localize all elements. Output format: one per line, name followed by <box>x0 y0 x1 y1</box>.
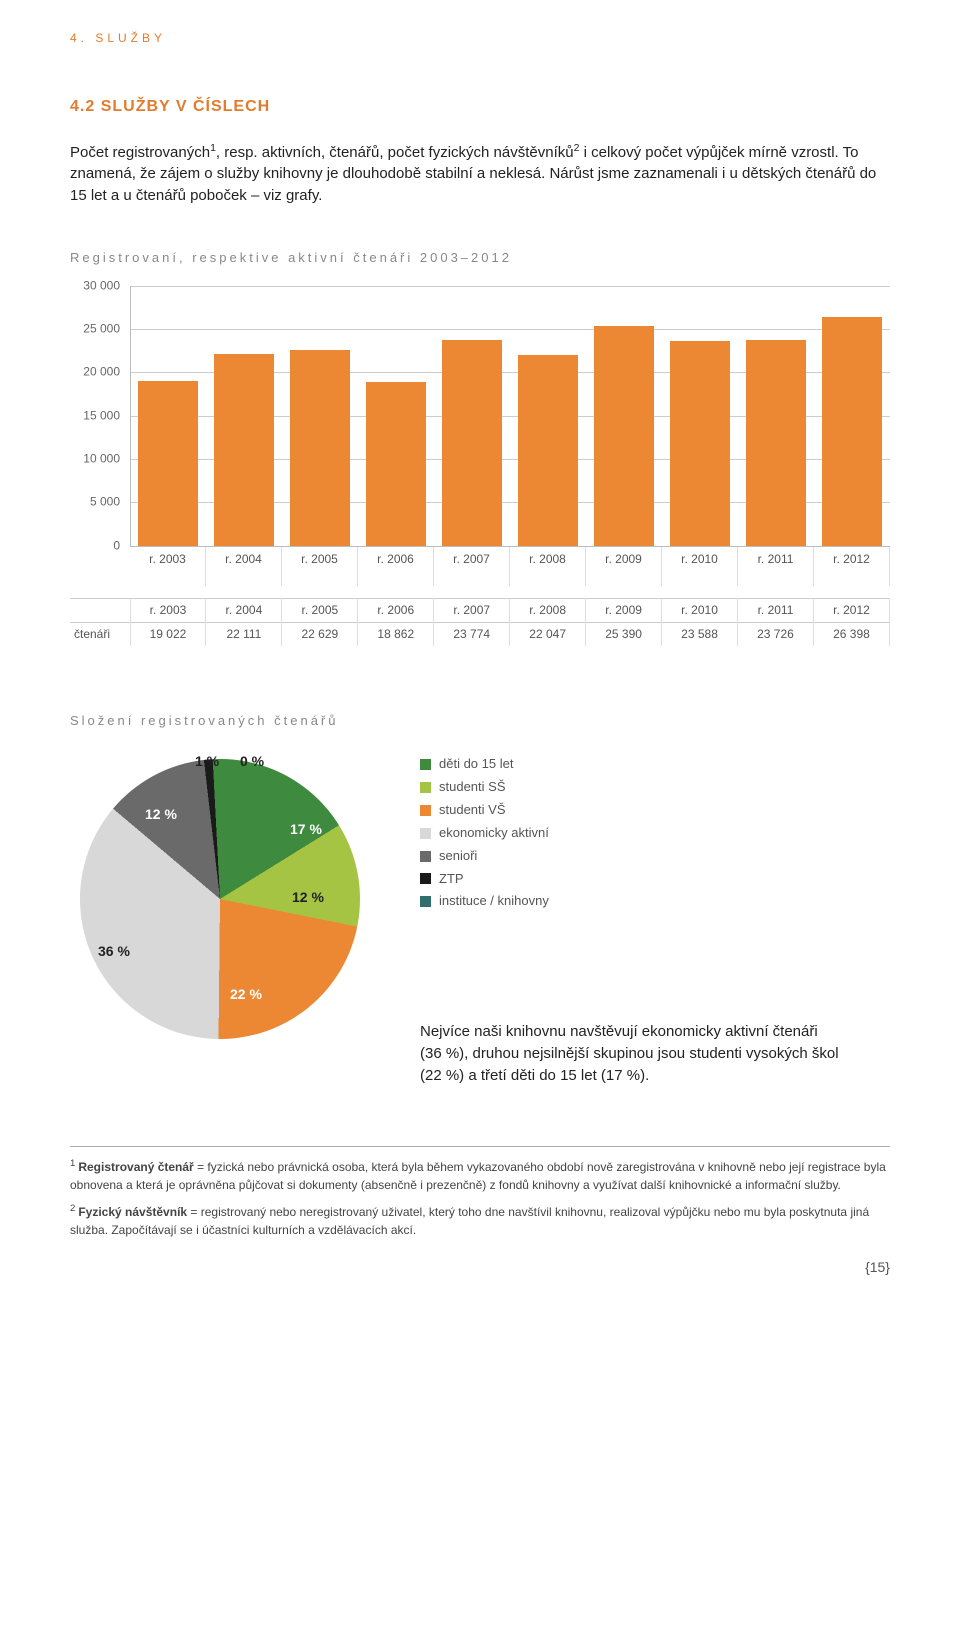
legend-item: ZTP <box>420 870 840 889</box>
section-heading: 4.2 SLUŽBY V ČÍSLECH <box>70 95 890 118</box>
table-cell: 19 022 <box>130 623 206 647</box>
pie-slice-label: 17 % <box>290 819 322 839</box>
legend-swatch <box>420 873 431 884</box>
footnote-term: Registrovaný čtenář <box>78 1160 193 1174</box>
pie-section: 17 % 12 % 22 % 36 % 12 % 1 % 0 % děti do 15 le… <box>70 749 890 1086</box>
bar <box>594 326 653 546</box>
pie-slice-label: 12 % <box>292 887 324 907</box>
table-cell: r. 2005 <box>282 598 358 622</box>
legend-label: děti do 15 let <box>439 755 513 774</box>
x-axis-label: r. 2010 <box>662 547 738 586</box>
footnote-num: 2 <box>70 1203 75 1214</box>
bar-chart-data-table: r. 2003r. 2004r. 2005r. 2006r. 2007r. 20… <box>70 598 890 647</box>
intro-text: , resp. aktivních, čtenářů, počet fyzick… <box>216 144 574 161</box>
bar <box>518 355 577 546</box>
table-cell: r. 2007 <box>434 598 510 622</box>
bar <box>746 340 805 546</box>
legend-label: senioři <box>439 847 477 866</box>
legend-swatch <box>420 828 431 839</box>
table-cell: 23 774 <box>434 623 510 647</box>
legend-swatch <box>420 851 431 862</box>
table-row-label <box>70 598 130 622</box>
bar <box>366 382 425 545</box>
legend-label: ZTP <box>439 870 464 889</box>
page-number: {15} <box>70 1257 890 1277</box>
table-cell: r. 2011 <box>738 598 814 622</box>
table-cell: 22 047 <box>510 623 586 647</box>
bar-chart: 05 00010 00015 00020 00025 00030 000 r. … <box>70 286 890 586</box>
table-row-label: čtenáři <box>70 623 130 647</box>
table-cell: 22 629 <box>282 623 358 647</box>
pie-slice-label: 22 % <box>230 984 262 1004</box>
table-cell: 26 398 <box>813 623 889 647</box>
y-axis-label: 0 <box>70 537 120 554</box>
y-axis-label: 30 000 <box>70 277 120 294</box>
bar <box>138 381 197 546</box>
x-axis-label: r. 2012 <box>814 547 890 586</box>
legend-item: studenti SŠ <box>420 778 840 797</box>
footnote-text: = registrovaný nebo neregistrovaný uživa… <box>70 1205 869 1237</box>
table-cell: 23 588 <box>662 623 738 647</box>
pie-caption: Nejvíce naši knihovnu navštěvují ekonomi… <box>420 1021 840 1086</box>
table-cell: r. 2003 <box>130 598 206 622</box>
table-cell: r. 2009 <box>586 598 662 622</box>
legend-label: instituce / knihovny <box>439 892 549 911</box>
table-cell: r. 2010 <box>662 598 738 622</box>
pie-chart: 17 % 12 % 22 % 36 % 12 % 1 % 0 % <box>70 749 370 1049</box>
y-axis-label: 5 000 <box>70 494 120 511</box>
pie-legend: děti do 15 let studenti SŠ studenti VŠ ekon… <box>420 755 840 911</box>
legend-label: studenti VŠ <box>439 801 506 820</box>
legend-item: instituce / knihovny <box>420 892 840 911</box>
x-axis-label: r. 2011 <box>738 547 814 586</box>
table-cell: 22 111 <box>206 623 282 647</box>
intro-text: Počet registrovaných <box>70 144 210 161</box>
table-cell: 25 390 <box>586 623 662 647</box>
table-cell: r. 2004 <box>206 598 282 622</box>
footnotes: 1Registrovaný čtenář = fyzická nebo práv… <box>70 1146 890 1239</box>
footnote-1: 1Registrovaný čtenář = fyzická nebo práv… <box>70 1157 890 1194</box>
table-cell: r. 2006 <box>358 598 434 622</box>
legend-item: děti do 15 let <box>420 755 840 774</box>
footnote-2: 2Fyzický návštěvník = registrovaný nebo … <box>70 1202 890 1239</box>
legend-item: senioři <box>420 847 840 866</box>
y-axis-label: 15 000 <box>70 407 120 424</box>
pie-slice-label: 12 % <box>145 804 177 824</box>
bar <box>822 317 881 546</box>
table-cell: r. 2008 <box>510 598 586 622</box>
legend-label: ekonomicky aktivní <box>439 824 549 843</box>
x-axis-label: r. 2006 <box>358 547 434 586</box>
table-cell: 18 862 <box>358 623 434 647</box>
x-axis-label: r. 2009 <box>586 547 662 586</box>
x-axis-label: r. 2007 <box>434 547 510 586</box>
x-axis-label: r. 2003 <box>130 547 206 586</box>
x-axis-label: r. 2005 <box>282 547 358 586</box>
bar <box>214 354 273 546</box>
bar <box>670 341 729 545</box>
pie-slice-label: 36 % <box>98 941 130 961</box>
section-tag: 4. SLUŽBY <box>70 30 890 47</box>
legend-item: studenti VŠ <box>420 801 840 820</box>
footnote-term: Fyzický návštěvník <box>78 1205 187 1219</box>
legend-label: studenti SŠ <box>439 778 506 797</box>
pie-slice-label: 0 % <box>240 751 264 771</box>
y-axis-label: 20 000 <box>70 364 120 381</box>
y-axis-label: 10 000 <box>70 450 120 467</box>
table-cell: r. 2012 <box>813 598 889 622</box>
table-cell: 23 726 <box>738 623 814 647</box>
legend-swatch <box>420 782 431 793</box>
footnote-num: 1 <box>70 1158 75 1169</box>
legend-swatch <box>420 759 431 770</box>
pie-slice-label: 1 % <box>195 751 219 771</box>
y-axis-label: 25 000 <box>70 320 120 337</box>
legend-swatch <box>420 896 431 907</box>
legend-item: ekonomicky aktivní <box>420 824 840 843</box>
intro-paragraph: Počet registrovaných1, resp. aktivních, … <box>70 141 890 207</box>
bar-chart-title: Registrovaní, respektive aktivní čtenáři… <box>70 249 890 268</box>
x-axis-label: r. 2008 <box>510 547 586 586</box>
bar <box>290 350 349 546</box>
x-axis-label: r. 2004 <box>206 547 282 586</box>
bar <box>442 340 501 546</box>
pie-chart-title: Složení registrovaných čtenářů <box>70 712 890 731</box>
legend-swatch <box>420 805 431 816</box>
